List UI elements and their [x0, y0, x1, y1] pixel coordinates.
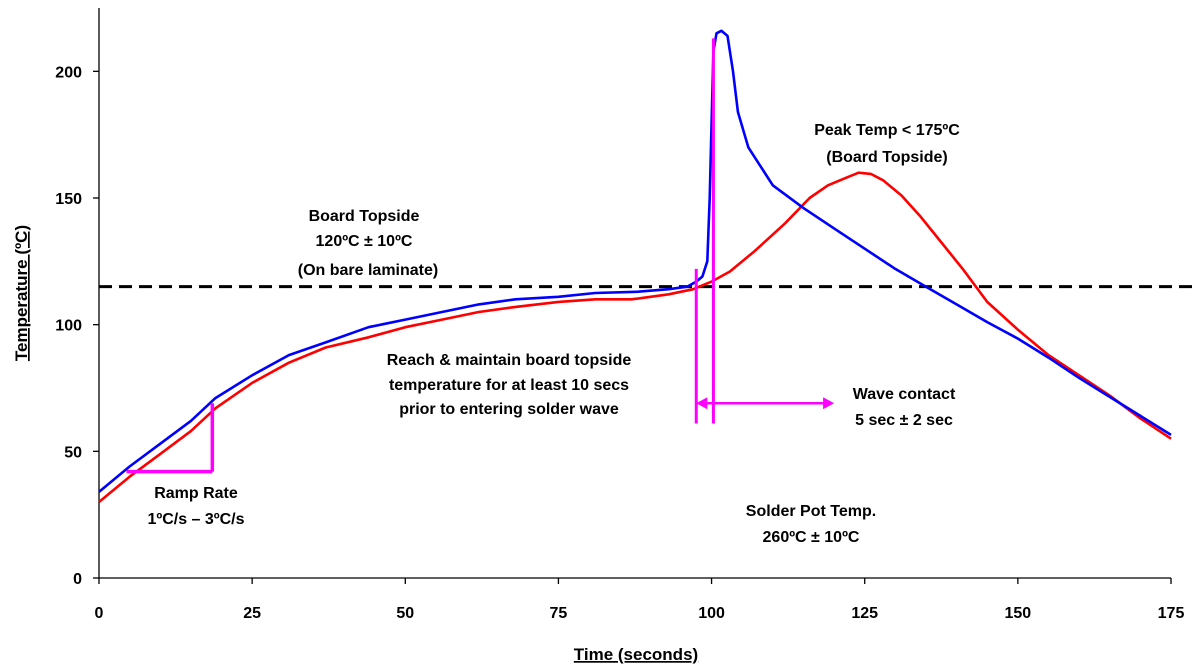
reach-maintain-line1: Reach & maintain board topside — [387, 352, 632, 369]
solder-pot-range: 260ºC ± 10ºC — [763, 529, 860, 546]
x-tick-label: 50 — [396, 605, 414, 622]
x-tick-label: 25 — [243, 605, 261, 622]
ramp-rate-label: Ramp Rate — [154, 485, 238, 502]
wave-contact-range: 5 sec ± 2 sec — [855, 412, 953, 429]
peak-temp-note: (Board Topside) — [826, 149, 947, 166]
x-axis-title: Time (seconds) — [574, 645, 698, 664]
y-tick-label: 50 — [64, 444, 82, 461]
arrow-head-right — [823, 397, 835, 410]
marker-group — [126, 38, 835, 474]
y-tick-label: 150 — [55, 191, 82, 208]
series-line-1 — [98, 29, 1172, 493]
board-topside-label: Board Topside — [309, 208, 420, 225]
y-tick-label: 100 — [55, 318, 82, 335]
x-tick-label: 125 — [851, 605, 878, 622]
ramp-rate-range: 1ºC/s – 3ºC/s — [147, 511, 244, 528]
reach-maintain-line2: temperature for at least 10 secs — [389, 377, 629, 394]
peak-temp-label: Peak Temp < 175ºC — [814, 122, 960, 139]
wave-contact-label: Wave contact — [853, 386, 956, 403]
x-tick-label: 150 — [1005, 605, 1032, 622]
x-axis-ticks: 0 25 50 75 100 125 150 175 — [95, 578, 1185, 622]
arrow-head-left — [696, 397, 708, 410]
board-topside-note: (On bare laminate) — [298, 262, 438, 279]
x-tick-label: 175 — [1158, 605, 1185, 622]
board-topside-range: 120ºC ± 10ºC — [316, 233, 413, 250]
x-tick-label: 75 — [550, 605, 568, 622]
x-tick-label: 100 — [698, 605, 725, 622]
series-group — [98, 29, 1172, 504]
x-tick-label: 0 — [95, 605, 104, 622]
y-tick-label: 0 — [73, 571, 82, 588]
y-axis-ticks: 0 50 100 150 200 — [55, 64, 99, 588]
solder-pot-label: Solder Pot Temp. — [746, 503, 876, 520]
reach-maintain-line3: prior to entering solder wave — [399, 401, 619, 418]
y-tick-label: 200 — [55, 64, 82, 81]
y-axis-title: Temperature (ºC) — [12, 225, 31, 361]
series-line-2 — [98, 171, 1172, 504]
